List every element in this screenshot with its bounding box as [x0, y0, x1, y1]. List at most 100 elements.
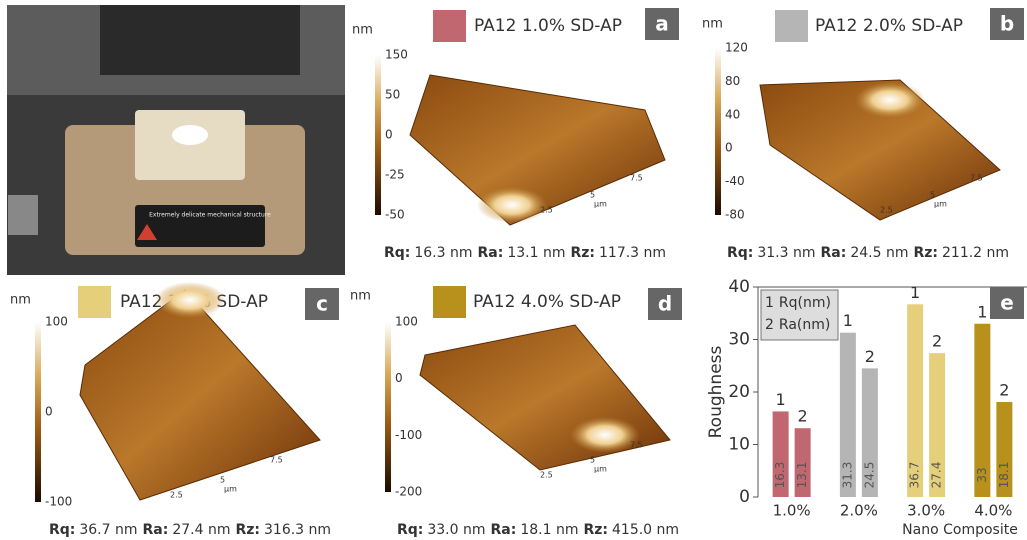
bar-marker: 2: [865, 347, 875, 366]
stat-value: 415.0 nm: [612, 522, 679, 538]
legend-label: PA12 2.0% SD-AP: [815, 16, 963, 36]
stat-label: Rz:: [235, 522, 260, 538]
stat-label: Rz:: [583, 522, 608, 538]
colorbar-unit: nm: [352, 23, 373, 38]
value-label: 36.7: [908, 462, 922, 489]
bar-marker: 1: [977, 302, 987, 321]
value-label: 13.1: [795, 462, 809, 489]
stat-value: 24.5 nm: [850, 245, 908, 261]
legend-label: PA12 4.0% SD-AP: [473, 292, 621, 312]
stat-value: 117.3 nm: [599, 245, 666, 261]
y-tick-label: 30: [728, 330, 750, 350]
legend-swatch: [775, 10, 808, 42]
colorbar-tick-label: 0: [395, 371, 403, 385]
legend-name: Ra(nm): [779, 317, 830, 333]
legend-marker: 1: [765, 295, 774, 311]
stat-value: 31.3 nm: [757, 245, 815, 261]
surface-axis-unit: µm: [594, 465, 607, 474]
surface-axis-tick: 5: [930, 191, 935, 200]
sign-text: Extremely delicate mechanical structure: [149, 212, 271, 219]
colorbar: [375, 55, 381, 215]
colorbar-tick-label: -25: [385, 168, 405, 182]
y-tick-label: 10: [728, 435, 750, 455]
colorbar-tick-label: 100: [45, 315, 68, 329]
afm-panel: PA12 4.0% SD-AP d nm 100 0 -100 -200 2.5 5 7.5 µm R…: [350, 286, 682, 538]
surface-axis-tick: 5: [590, 456, 595, 465]
stat-value: 36.7 nm: [79, 522, 137, 538]
panel-letter: e: [1000, 291, 1014, 315]
colorbar-tick-label: -50: [385, 208, 405, 222]
value-label: 27.4: [930, 462, 944, 489]
colorbar-tick-label: 0: [385, 128, 393, 142]
y-axis-label: Roughness: [706, 345, 726, 438]
figure: Extremely delicate mechanical structure …: [0, 0, 1027, 540]
value-label: 16.3: [773, 462, 787, 489]
colorbar-unit: nm: [702, 17, 723, 32]
page: Extremely delicate mechanical structure …: [0, 0, 1027, 540]
panel-letter: a: [655, 12, 669, 36]
bar-marker: 1: [843, 311, 853, 330]
stat-value: 13.1 nm: [507, 245, 565, 261]
x-tick-label: 1.0%: [773, 502, 811, 520]
colorbar: [715, 48, 721, 215]
afm-panel: PA12 3.0% SD-APcnm1000-1002.557.5µmRq:36…: [10, 282, 339, 538]
surface-axis-tick: 7.5: [630, 441, 643, 450]
stat-label: Rq:: [384, 245, 410, 261]
colorbar-tick-label: -100: [395, 428, 422, 442]
colorbar-tick-label: 100: [395, 315, 418, 329]
stat-value: 18.1 nm: [520, 522, 578, 538]
colorbar-tick-label: 120: [725, 41, 748, 55]
colorbar-tick-label: -80: [725, 208, 745, 222]
stat-label: Ra:: [491, 522, 517, 538]
x-axis-label: Nano Composite: [902, 522, 1018, 538]
colorbar-tick-label: 50: [385, 88, 400, 102]
afm-peak: [477, 187, 547, 223]
legend-name: Rq(nm): [779, 295, 831, 311]
y-tick-label: 0: [739, 487, 750, 507]
legend-swatch: [433, 10, 466, 42]
panel-letter: b: [1000, 12, 1014, 36]
surface-axis-tick: 5: [590, 191, 595, 200]
colorbar-tick-label: 80: [725, 74, 740, 88]
x-tick-label: 3.0%: [907, 502, 945, 520]
instrument-photo: Extremely delicate mechanical structure: [7, 5, 345, 275]
panel-letter: d: [658, 292, 672, 316]
bar-marker: 2: [798, 407, 808, 426]
bar-marker: 2: [932, 332, 942, 351]
surface-axis-tick: 7.5: [970, 174, 983, 183]
stat-label: Rq:: [49, 522, 75, 538]
value-label: 31.3: [840, 462, 854, 489]
surface-axis-tick: 2.5: [540, 471, 553, 480]
stat-label: Rz:: [570, 245, 595, 261]
colorbar-unit: nm: [350, 289, 371, 304]
colorbar-tick-label: -200: [395, 485, 422, 499]
surface-axis-unit: µm: [224, 485, 237, 494]
colorbar-tick-label: -100: [45, 495, 72, 509]
surface-axis-tick: 7.5: [630, 174, 643, 183]
stat-label: Rz:: [913, 245, 938, 261]
afm-panel: PA12 1.0% SD-APanm150500-25-502.557.5µmR…: [352, 8, 679, 261]
stat-label: Ra:: [821, 245, 847, 261]
surface-axis-tick: 2.5: [880, 206, 893, 215]
stat-label: Rq:: [397, 522, 423, 538]
surface-axis-unit: µm: [594, 200, 607, 209]
bar-marker: 2: [999, 380, 1009, 399]
colorbar-tick-label: 0: [725, 141, 733, 155]
stat-value: 16.3 nm: [414, 245, 472, 261]
stat-value: 27.4 nm: [172, 522, 230, 538]
stat-label: Ra:: [143, 522, 169, 538]
surface-axis-tick: 2.5: [170, 491, 183, 500]
roughness-stats: Rq:36.7 nm Ra:27.4 nm Rz:316.3 nm: [49, 522, 331, 538]
afm-peak: [855, 82, 925, 118]
legend-marker: 2: [765, 317, 774, 333]
y-tick-label: 40: [728, 277, 750, 297]
surface-axis-tick: 2.5: [540, 206, 553, 215]
legend-swatch: [433, 286, 466, 318]
afm-peak: [155, 282, 225, 318]
stat-value: 316.3 nm: [264, 522, 331, 538]
panel-letter: c: [316, 292, 328, 316]
stat-value: 211.2 nm: [942, 245, 1009, 261]
